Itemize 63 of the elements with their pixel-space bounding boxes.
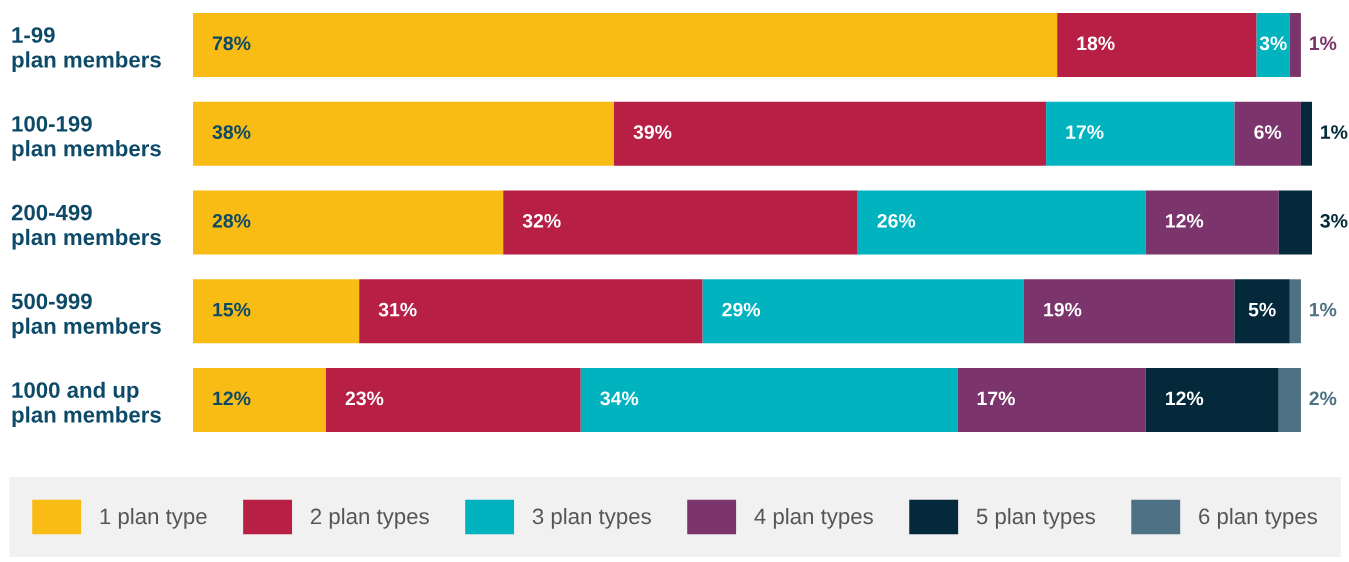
data-label: 18%: [1077, 36, 1115, 51]
data-label: 1%: [1321, 125, 1348, 139]
bar: [1300, 101, 1312, 166]
bar: [1256, 13, 1290, 77]
data-label: 3%: [1320, 213, 1348, 228]
bar: [325, 368, 581, 432]
y-tick-label: 1-99 plan members: [12, 27, 161, 72]
legend-label: 4 plan types: [754, 507, 873, 529]
bar: [1278, 368, 1301, 432]
data-label: 23%: [345, 391, 384, 406]
legend-label: 1 plan type: [100, 507, 207, 529]
data-label: 3%: [1259, 36, 1287, 51]
data-label: 1%: [1309, 36, 1337, 51]
data-label: 12%: [1166, 213, 1204, 228]
bar: [1145, 190, 1279, 255]
data-label: 78%: [212, 36, 251, 51]
data-label: 17%: [977, 391, 1015, 406]
legend-label: 3 plan types: [532, 507, 651, 529]
bar: [1234, 101, 1301, 166]
data-label: 26%: [877, 213, 916, 228]
y-tick-label: 100-199 plan members: [12, 115, 161, 161]
data-label: 6%: [1254, 125, 1282, 139]
legend-label: 6 plan types: [1199, 507, 1317, 529]
data-label: 38%: [212, 125, 251, 139]
bar: [359, 279, 703, 344]
bar: [580, 368, 958, 432]
data-label: 29%: [722, 302, 761, 317]
data-label: 39%: [633, 125, 672, 139]
y-tick-label: 200-499 plan members: [11, 204, 161, 250]
data-label: 12%: [1166, 391, 1204, 406]
bar: [1145, 368, 1279, 432]
bar: [614, 101, 1047, 166]
data-label: 17%: [1066, 125, 1104, 139]
data-label: 15%: [213, 302, 251, 317]
bar: [503, 190, 858, 255]
data-label: 5%: [1248, 302, 1276, 317]
bar: [1278, 190, 1312, 255]
data-label: 32%: [522, 213, 561, 228]
legend-label: 2 plan types: [310, 507, 429, 529]
bar: [193, 101, 615, 166]
y-tick-label: 1000 and up plan members: [12, 381, 161, 428]
data-label: 12%: [213, 391, 251, 406]
bar: [193, 279, 360, 344]
bar: [1289, 13, 1301, 77]
bar: [193, 13, 1058, 77]
y-tick-label: 500-999 plan members: [11, 293, 161, 339]
data-label: 28%: [212, 213, 251, 228]
bar: [702, 279, 1024, 344]
bar: [193, 190, 504, 255]
bar: [193, 368, 326, 432]
data-label: 31%: [378, 302, 417, 317]
data-label: 19%: [1044, 302, 1082, 317]
bar: [1234, 279, 1290, 344]
bar: [1289, 279, 1301, 344]
data-label: 2%: [1309, 391, 1337, 406]
bar: [957, 368, 1146, 432]
bar: [1046, 101, 1235, 166]
data-label: 34%: [600, 391, 639, 406]
bar: [1023, 279, 1235, 344]
bar: [857, 190, 1146, 255]
bar: [1057, 13, 1257, 77]
data-label: 1%: [1309, 302, 1337, 317]
legend-label: 5 plan types: [976, 507, 1095, 529]
